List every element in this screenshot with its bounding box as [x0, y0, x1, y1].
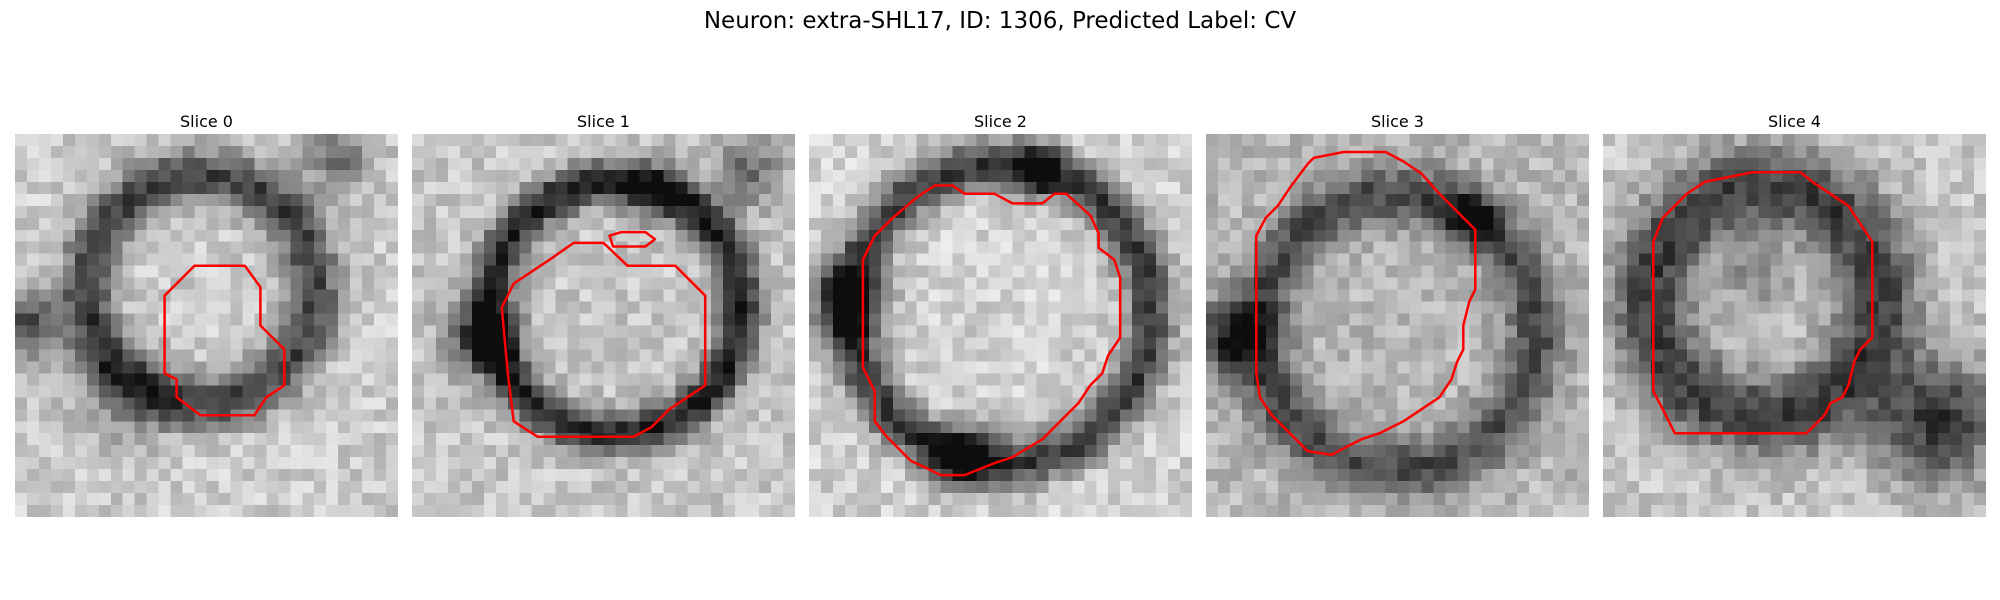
slice-image — [1603, 134, 1986, 517]
slice-panel-0: Slice 0 — [15, 111, 398, 517]
segmentation-contour — [1255, 150, 1477, 457]
segmentation-contour — [500, 241, 707, 439]
slice-title: Slice 1 — [577, 112, 630, 131]
micrograph-svg — [1603, 134, 1986, 517]
figure-title: Neuron: extra-SHL17, ID: 1306, Predicted… — [703, 8, 1297, 34]
micrograph-svg — [412, 134, 795, 517]
slice-panel-2: Slice 2 — [809, 111, 1192, 517]
micrograph-svg — [15, 134, 398, 517]
micrograph-svg — [809, 134, 1192, 517]
segmentation-contour — [861, 184, 1122, 477]
slice-panel-3: Slice 3 — [1206, 111, 1589, 517]
slice-title: Slice 3 — [1371, 112, 1424, 131]
slice-panel-4: Slice 4 — [1603, 111, 1986, 517]
slice-image — [809, 134, 1192, 517]
segmentation-contour — [608, 230, 657, 248]
slice-image — [412, 134, 795, 517]
slice-panel-1: Slice 1 — [412, 111, 795, 517]
segmentation-contour — [1652, 171, 1874, 435]
slice-title: Slice 0 — [180, 112, 233, 131]
slice-image — [1206, 134, 1589, 517]
slice-title: Slice 2 — [974, 112, 1027, 131]
slice-image — [15, 134, 398, 517]
segmentation-contour — [163, 264, 286, 417]
micrograph-svg — [1206, 134, 1589, 517]
slice-title: Slice 4 — [1768, 112, 1821, 131]
